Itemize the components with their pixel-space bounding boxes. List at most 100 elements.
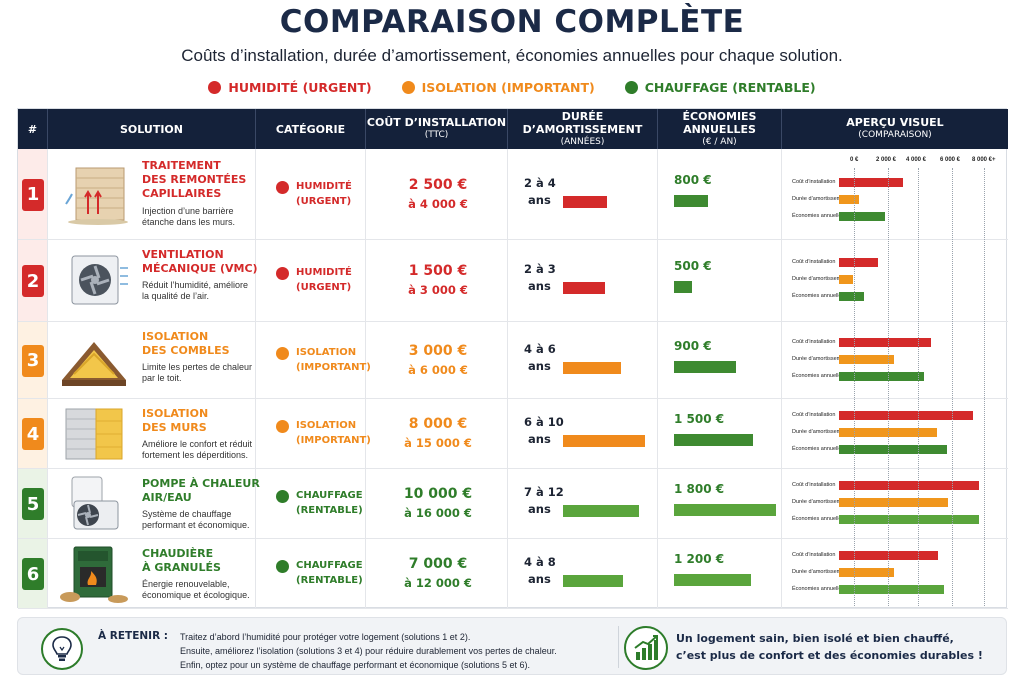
duration-value: 4 à 6 ans — [524, 341, 556, 375]
duration-bar — [563, 435, 645, 447]
duration-unit: ans — [528, 572, 551, 586]
header-label: # — [27, 122, 38, 136]
table-cell — [508, 539, 658, 608]
header-num: # — [18, 109, 48, 149]
savings-value: 1 800 € — [674, 482, 725, 496]
header-eco: ÉCONOMIES ANNUELLES (€ / AN) — [658, 109, 782, 149]
header-label: SOLUTION — [120, 122, 183, 136]
table-cell — [256, 149, 366, 239]
category-label: ISOLATION (IMPORTANT) — [296, 346, 371, 373]
cost-min: 8 000 € — [408, 416, 468, 432]
savings-bar — [674, 504, 776, 516]
duration-range: 7 à 12 — [524, 485, 564, 499]
cost-min: 1 500 € — [408, 263, 468, 279]
solution-description: Limite les pertes de chaleur par le toit… — [142, 362, 253, 383]
cost-max: à 3 000 € — [408, 283, 468, 297]
solution-title: CHAUDIÈRE À GRANULÉS — [142, 547, 221, 574]
legend-item-isolation: ISOLATION (IMPORTANT) — [401, 80, 595, 95]
axis-gridline — [984, 168, 985, 606]
attic-insulation-icon — [58, 330, 130, 392]
visual-bar-label: Coût d’installation — [792, 338, 836, 345]
table-cell — [256, 469, 366, 538]
duration-bar — [563, 195, 607, 208]
table-cell — [508, 399, 658, 468]
table-cell — [658, 469, 782, 538]
cost-min: 7 000 € — [408, 556, 468, 572]
savings-value: 1 500 € — [674, 412, 725, 426]
duration-bar — [563, 282, 605, 294]
header-sublabel: (ANNÉES) — [560, 136, 605, 147]
page-title: COMPARAISON COMPLÈTE — [279, 4, 745, 40]
cost-value: 7 000 € à 12 000 € — [368, 554, 508, 592]
cost-max: à 16 000 € — [404, 506, 472, 520]
cost-min: 2 500 € — [408, 176, 468, 193]
header-duree: DURÉE D’AMORTISSEMENT (ANNÉES) — [508, 109, 658, 149]
header-solution: SOLUTION — [48, 109, 256, 149]
visual-bar — [839, 585, 944, 594]
header-categorie: CATÉGORIE — [256, 109, 366, 149]
category-dot-icon — [276, 490, 289, 503]
table-cell — [658, 399, 782, 468]
visual-bar-label: Économies annuelles — [792, 293, 845, 299]
pellet-boiler-icon — [58, 543, 130, 605]
retenir-line: Enfin, optez pour un système de chauffag… — [180, 660, 531, 670]
savings-value: 500 € — [674, 259, 712, 273]
table-row: 6 CHAUDIÈRE À GRANULÉS Énergie renouvela… — [18, 539, 1008, 609]
retenir-line: Traitez d’abord l’humidité pour protéger… — [180, 632, 471, 642]
visual-bar — [839, 178, 903, 187]
table-cell — [48, 149, 256, 239]
visual-bar — [839, 354, 894, 364]
table-row: 3 ISOLATION DES COMBLES Limite les perte… — [18, 322, 1008, 399]
visual-bar — [839, 292, 864, 301]
row-number-badge: 2 — [22, 265, 44, 297]
header-label: ÉCONOMIES ANNUELLES — [682, 109, 757, 136]
duration-unit: ans — [528, 192, 551, 207]
header-label: COÛT D’INSTALLATION — [366, 116, 507, 129]
duration-range: 2 à 4 — [524, 175, 556, 190]
growth-chart-icon — [624, 626, 668, 670]
cost-value: 2 500 € à 4 000 € — [368, 175, 508, 213]
page-subtitle: Coûts d’installation, durée d’amortissem… — [181, 46, 843, 65]
category-tag: CHAUFFAGE (RENTABLE) — [276, 558, 363, 588]
duration-value: 4 à 8 ans — [524, 554, 556, 588]
table-cell — [48, 469, 256, 538]
solution-title: ISOLATION DES COMBLES — [142, 330, 230, 357]
axis-gridline — [918, 168, 919, 606]
duration-bar — [563, 505, 639, 517]
visual-bar — [839, 411, 973, 420]
savings-bar — [674, 281, 692, 293]
duration-range: 4 à 8 — [524, 555, 556, 569]
axis-gridline — [888, 168, 889, 606]
visual-bar — [839, 371, 924, 381]
orange-dot-icon — [401, 81, 415, 94]
visual-bar — [839, 568, 894, 577]
duration-unit: ans — [528, 279, 551, 293]
duration-value: 2 à 3 ans — [524, 261, 556, 295]
table-cell — [366, 149, 508, 239]
header-sublabel: (TTC) — [424, 130, 449, 140]
solution-description: Réduit l’humidité, améliore la qualité d… — [142, 280, 249, 301]
axis-tick-label: 0 € — [850, 157, 859, 163]
header-cout: COÛT D’INSTALLATION (TTC) — [366, 109, 508, 149]
table-cell — [48, 399, 256, 468]
header-apercu: APERÇU VISUEL (COMPARAISON) — [782, 109, 1008, 149]
duration-range: 4 à 6 — [524, 341, 556, 356]
header-label: APERÇU VISUEL — [846, 116, 944, 129]
visual-bar-label: Durée d’amortissement — [792, 355, 849, 362]
table-cell — [48, 322, 256, 398]
visual-bar — [839, 515, 979, 524]
cost-value: 1 500 € à 3 000 € — [368, 261, 508, 299]
visual-bar-label: Coût d’installation — [792, 179, 836, 185]
cost-max: à 15 000 € — [404, 436, 472, 450]
category-label: ISOLATION (IMPORTANT) — [296, 420, 371, 446]
table-cell — [366, 322, 508, 398]
table-cell — [48, 539, 256, 608]
duration-value: 7 à 12 ans — [524, 484, 564, 518]
duration-unit: ans — [528, 502, 551, 516]
footer-message-line: c’est plus de confort et des économies d… — [676, 649, 983, 662]
table-cell — [256, 322, 366, 398]
table-cell — [508, 322, 658, 398]
visual-bar-label: Coût d’installation — [792, 412, 836, 418]
cost-min: 3 000 € — [408, 342, 468, 359]
cost-min: 10 000 € — [403, 486, 473, 502]
